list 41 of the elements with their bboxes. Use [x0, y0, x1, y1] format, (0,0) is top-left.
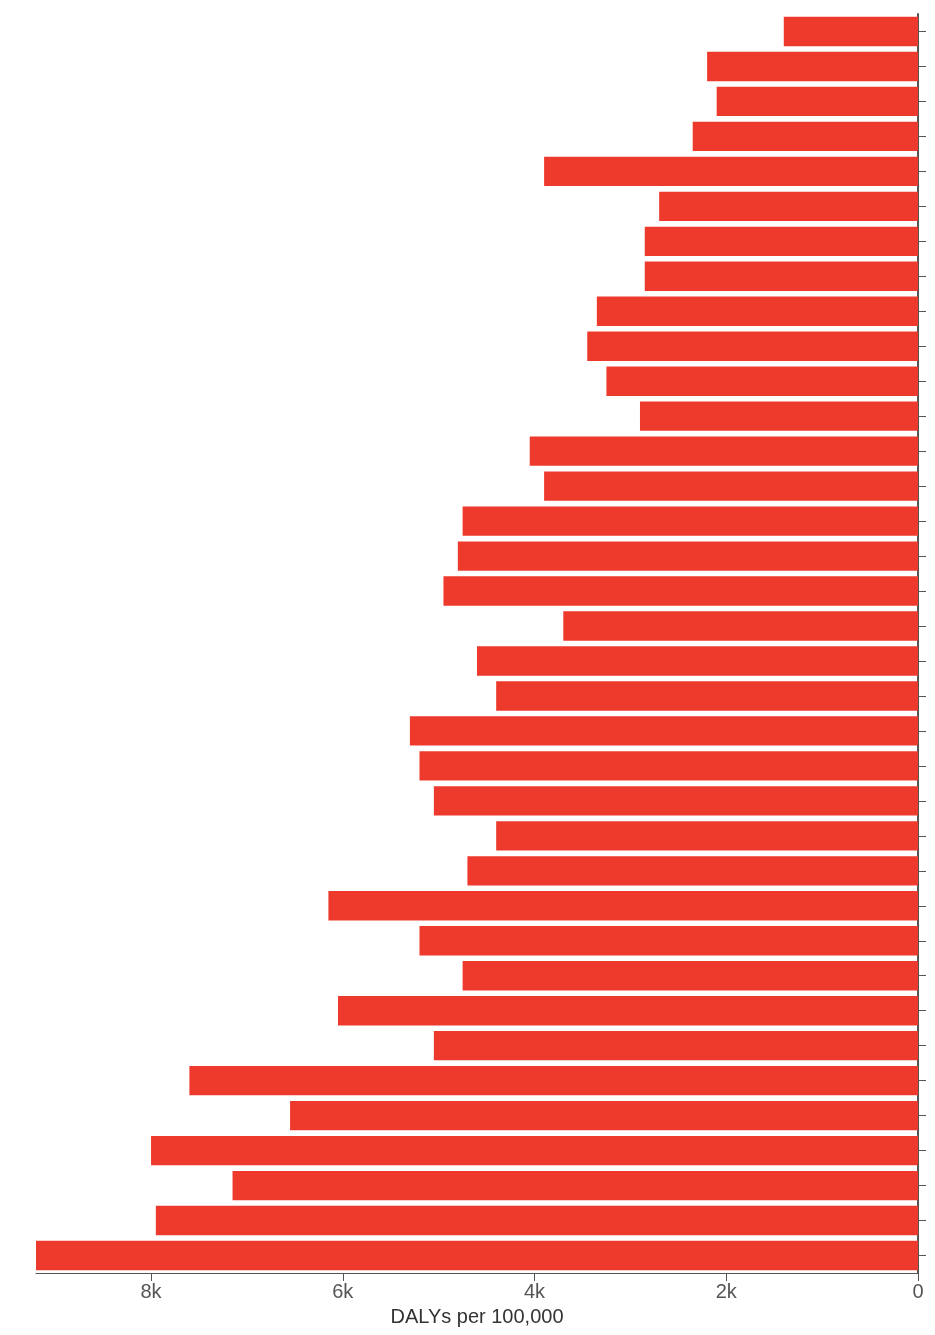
bar [155, 1205, 918, 1236]
bar [328, 891, 918, 921]
x-tick-label: 0 [912, 1280, 924, 1302]
bar [496, 821, 918, 851]
bar [151, 1135, 918, 1166]
x-tick-label: 4k [523, 1280, 547, 1302]
bar [462, 506, 918, 536]
bar [433, 786, 918, 816]
bar [692, 121, 918, 152]
bar [189, 1065, 918, 1096]
bar [232, 1170, 918, 1201]
bar [337, 996, 918, 1026]
bar [462, 961, 918, 991]
bar [783, 16, 918, 47]
bar [716, 86, 918, 117]
bar [529, 436, 918, 466]
bar [544, 471, 918, 501]
bar [290, 1100, 918, 1131]
x-tick-label: 6k [332, 1280, 355, 1302]
x-axis-title: DALYs per 100,000 [390, 1304, 564, 1327]
bar [419, 751, 918, 781]
bar [606, 366, 918, 396]
bar [433, 1030, 918, 1061]
bar [707, 51, 918, 82]
bar [457, 541, 918, 571]
bar [477, 646, 918, 676]
bar [644, 261, 918, 291]
bar [409, 716, 918, 746]
bar [563, 611, 918, 641]
bar [587, 331, 918, 361]
bar [443, 576, 918, 606]
x-tick-label: 2k [715, 1280, 738, 1302]
bar [639, 401, 918, 431]
bar [544, 156, 918, 187]
bar [419, 926, 918, 956]
bar [467, 856, 918, 886]
bar [596, 296, 918, 326]
bar [496, 681, 918, 711]
x-tick-label: 8k [140, 1280, 163, 1302]
bar [644, 226, 918, 257]
bar [659, 191, 918, 222]
